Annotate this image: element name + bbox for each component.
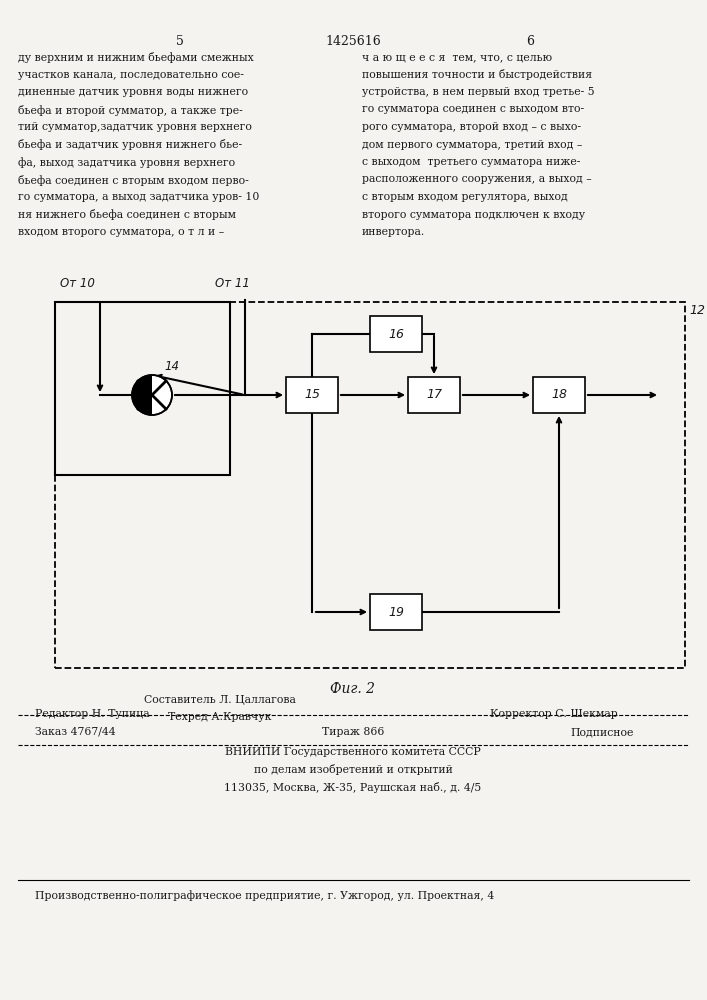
Text: с выходом  третьего сумматора ниже-: с выходом третьего сумматора ниже-: [362, 157, 580, 167]
Text: тий сумматор,задатчик уровня верхнего: тий сумматор,задатчик уровня верхнего: [18, 122, 252, 132]
Text: инвертора.: инвертора.: [362, 227, 425, 237]
Text: с вторым входом регулятора, выход: с вторым входом регулятора, выход: [362, 192, 568, 202]
Text: 6: 6: [526, 35, 534, 48]
Text: бьефа и второй сумматор, а также тре-: бьефа и второй сумматор, а также тре-: [18, 104, 243, 115]
Text: рого сумматора, второй вход – с выхо-: рого сумматора, второй вход – с выхо-: [362, 122, 581, 132]
Text: Тираж 866: Тираж 866: [322, 727, 384, 737]
Text: ч а ю щ е е с я  тем, что, с целью: ч а ю щ е е с я тем, что, с целью: [362, 52, 552, 62]
Text: по делам изобретений и открытий: по делам изобретений и открытий: [254, 764, 452, 775]
Text: 19: 19: [388, 605, 404, 618]
Text: второго сумматора подключен к входу: второго сумматора подключен к входу: [362, 210, 585, 220]
Text: Подписное: Подписное: [570, 727, 633, 737]
Circle shape: [132, 375, 172, 415]
Text: 15: 15: [304, 388, 320, 401]
Text: диненные датчик уровня воды нижнего: диненные датчик уровня воды нижнего: [18, 87, 248, 97]
Bar: [55, 302, 685, 668]
Text: ня нижнего бьефа соединен с вторым: ня нижнего бьефа соединен с вторым: [18, 210, 236, 221]
Bar: [55, 302, 230, 475]
Text: устройства, в нем первый вход третье- 5: устройства, в нем первый вход третье- 5: [362, 87, 595, 97]
Text: 14: 14: [164, 360, 179, 373]
Text: 113035, Москва, Ж-35, Раушская наб., д. 4/5: 113035, Москва, Ж-35, Раушская наб., д. …: [224, 782, 481, 793]
Text: Корректор С. Шекмар: Корректор С. Шекмар: [490, 709, 618, 719]
Text: ду верхним и нижним бьефами смежных: ду верхним и нижним бьефами смежных: [18, 52, 254, 63]
Text: бьефа и задатчик уровня нижнего бье-: бьефа и задатчик уровня нижнего бье-: [18, 139, 242, 150]
Bar: [370, 594, 422, 630]
Text: входом второго сумматора, о т л и –: входом второго сумматора, о т л и –: [18, 227, 224, 237]
Text: 1425616: 1425616: [325, 35, 381, 48]
Text: От 10: От 10: [60, 277, 95, 290]
Text: 17: 17: [426, 388, 442, 401]
Text: го сумматора, а выход задатчика уров- 10: го сумматора, а выход задатчика уров- 10: [18, 192, 259, 202]
Text: участков канала, последовательно сое-: участков канала, последовательно сое-: [18, 70, 244, 80]
Text: фа, выход задатчика уровня верхнего: фа, выход задатчика уровня верхнего: [18, 157, 235, 168]
Text: От 11: От 11: [215, 277, 250, 290]
Text: Производственно-полиграфическое предприятие, г. Ужгород, ул. Проектная, 4: Производственно-полиграфическое предприя…: [35, 890, 494, 901]
Bar: [370, 316, 422, 352]
Text: Техред А.Кравчук: Техред А.Кравчук: [168, 712, 271, 722]
Bar: [533, 377, 585, 413]
Bar: [286, 377, 338, 413]
Bar: [408, 377, 460, 413]
Text: 16: 16: [388, 328, 404, 340]
Text: 5: 5: [176, 35, 184, 48]
Text: повышения точности и быстродействия: повышения точности и быстродействия: [362, 70, 592, 81]
Text: Редактор Н. Тупица: Редактор Н. Тупица: [35, 709, 150, 719]
Text: Составитель Л. Цаллагова: Составитель Л. Цаллагова: [144, 695, 296, 705]
Text: Фиг. 2: Фиг. 2: [330, 682, 375, 696]
Text: 18: 18: [551, 388, 567, 401]
Text: Заказ 4767/44: Заказ 4767/44: [35, 727, 116, 737]
Text: дом первого сумматора, третий вход –: дом первого сумматора, третий вход –: [362, 139, 583, 149]
Text: расположенного сооружения, а выход –: расположенного сооружения, а выход –: [362, 174, 592, 184]
Text: ВНИИПИ Государственного комитета СССР: ВНИИПИ Государственного комитета СССР: [225, 747, 481, 757]
Text: го сумматора соединен с выходом вто-: го сумматора соединен с выходом вто-: [362, 104, 584, 114]
Text: 12: 12: [689, 304, 705, 317]
Wedge shape: [132, 375, 152, 415]
Text: бьефа соединен с вторым входом перво-: бьефа соединен с вторым входом перво-: [18, 174, 249, 186]
